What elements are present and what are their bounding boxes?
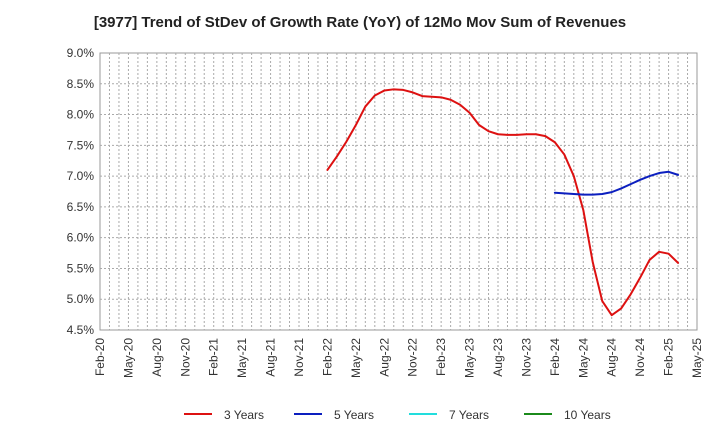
- x-tick-label: Feb-23: [434, 338, 448, 376]
- legend-label-3-years: 3 Years: [224, 408, 264, 422]
- y-axis-ticks: 9.0% 8.5% 8.0% 7.5% 7.0% 6.5% 6.0% 5.5% 5.0% 4.5%: [67, 46, 95, 337]
- x-tick-label: Aug-22: [377, 338, 391, 377]
- x-tick-label: Nov-24: [633, 338, 647, 377]
- x-tick-label: Feb-22: [320, 338, 334, 376]
- x-tick-label: Feb-20: [93, 338, 107, 376]
- x-tick-label: Feb-21: [207, 338, 221, 376]
- chart-title: [3977] Trend of StDev of Growth Rate (Yo…: [93, 14, 627, 31]
- series-line-3-years: [326, 88, 680, 317]
- x-tick-label: Aug-20: [150, 338, 164, 377]
- x-tick-label: Nov-23: [519, 338, 533, 377]
- x-tick-label: May-20: [121, 338, 135, 378]
- x-tick-label: Nov-22: [406, 338, 420, 377]
- y-tick-label: 7.5%: [67, 138, 95, 152]
- legend-label-7-years: 7 Years: [449, 408, 489, 422]
- y-tick-label: 8.5%: [67, 77, 95, 91]
- x-tick-label: Feb-24: [548, 338, 562, 376]
- y-tick-label: 7.0%: [67, 169, 95, 183]
- x-tick-label: May-21: [235, 338, 249, 378]
- plot-area: [99, 52, 698, 331]
- x-tick-label: Nov-20: [178, 338, 192, 377]
- legend: 3 Years 5 Years 7 Years 10 Years: [184, 408, 611, 422]
- y-tick-label: 5.0%: [67, 292, 95, 306]
- series-line-5-years: [553, 170, 680, 196]
- legend-label-5-years: 5 Years: [334, 408, 374, 422]
- x-tick-label: Feb-25: [662, 338, 676, 376]
- x-tick-label: Aug-24: [605, 338, 619, 377]
- y-tick-label: 5.5%: [67, 261, 95, 275]
- x-tick-label: May-24: [576, 338, 590, 378]
- grid-lines: [100, 53, 697, 330]
- legend-label-10-years: 10 Years: [564, 408, 611, 422]
- y-tick-label: 6.0%: [67, 231, 95, 245]
- y-tick-label: 8.0%: [67, 108, 95, 122]
- series-lines: [326, 88, 680, 317]
- x-tick-label: May-25: [690, 338, 704, 378]
- x-tick-label: May-23: [463, 338, 477, 378]
- y-tick-label: 9.0%: [67, 46, 95, 60]
- x-axis-ticks: Feb-20 May-20 Aug-20 Nov-20 Feb-21 May-21 Aug-…: [93, 338, 704, 378]
- x-tick-label: May-22: [349, 338, 363, 378]
- x-tick-label: Nov-21: [292, 338, 306, 377]
- x-tick-label: Aug-21: [264, 338, 278, 377]
- y-tick-label: 6.5%: [67, 200, 95, 214]
- y-tick-label: 4.5%: [67, 323, 95, 337]
- x-tick-label: Aug-23: [491, 338, 505, 377]
